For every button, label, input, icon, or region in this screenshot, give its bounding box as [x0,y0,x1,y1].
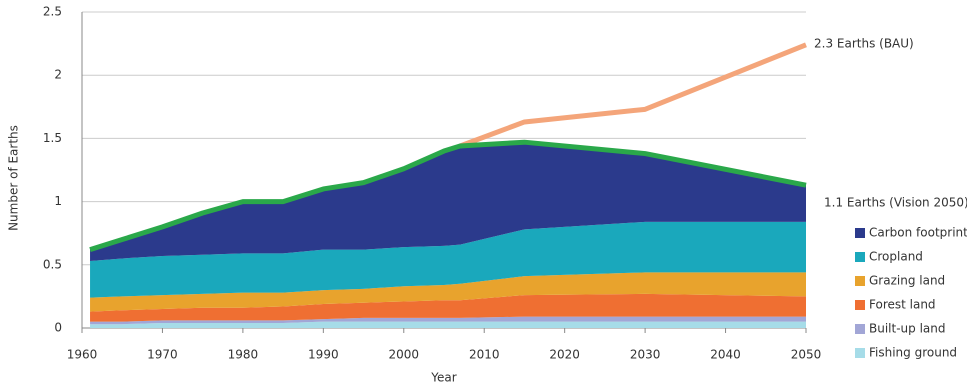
legend-swatch [855,348,865,358]
y-tick-label: 0.5 [43,257,62,271]
legend-label: Cropland [869,250,923,264]
x-tick-label: 2020 [549,348,580,362]
line [89,139,807,253]
legend-swatch [855,300,865,310]
x-tick-label: 1970 [147,348,178,362]
annotation: 2.3 Earths (BAU) [814,36,914,50]
legend-label: Forest land [869,298,936,312]
legend-label: Built-up land [869,322,946,336]
legend-label: Fishing ground [869,346,957,360]
x-tick-label: 1960 [67,348,98,362]
legend-swatch [855,324,865,334]
x-axis-label: Year [430,371,456,385]
x-tick-label: 1980 [228,348,259,362]
legend-swatch [855,276,865,286]
y-tick-label: 1.5 [43,131,62,145]
x-tick-label: 1990 [308,348,339,362]
area [90,316,807,325]
area [90,221,807,298]
legend-label: Carbon footprint [869,226,967,240]
area [90,142,807,262]
x-tick-label: 2050 [791,348,822,362]
legend-swatch [855,252,865,262]
annotation: 1.1 Earths (Vision 2050) [824,196,967,210]
x-tick-label: 2000 [389,348,420,362]
x-tick-label: 2030 [630,348,661,362]
area [90,293,807,322]
legend-swatch [855,228,865,238]
line [459,42,807,149]
y-tick-label: 2 [54,68,62,82]
y-tick-label: 1 [54,194,62,208]
x-tick-label: 2010 [469,348,500,362]
y-tick-label: 0 [54,321,62,335]
area [90,272,807,312]
area [90,321,807,328]
legend-label: Grazing land [869,274,945,288]
y-axis-label: Number of Earths [7,125,21,231]
y-tick-label: 2.5 [43,5,62,19]
x-tick-label: 2040 [710,348,741,362]
